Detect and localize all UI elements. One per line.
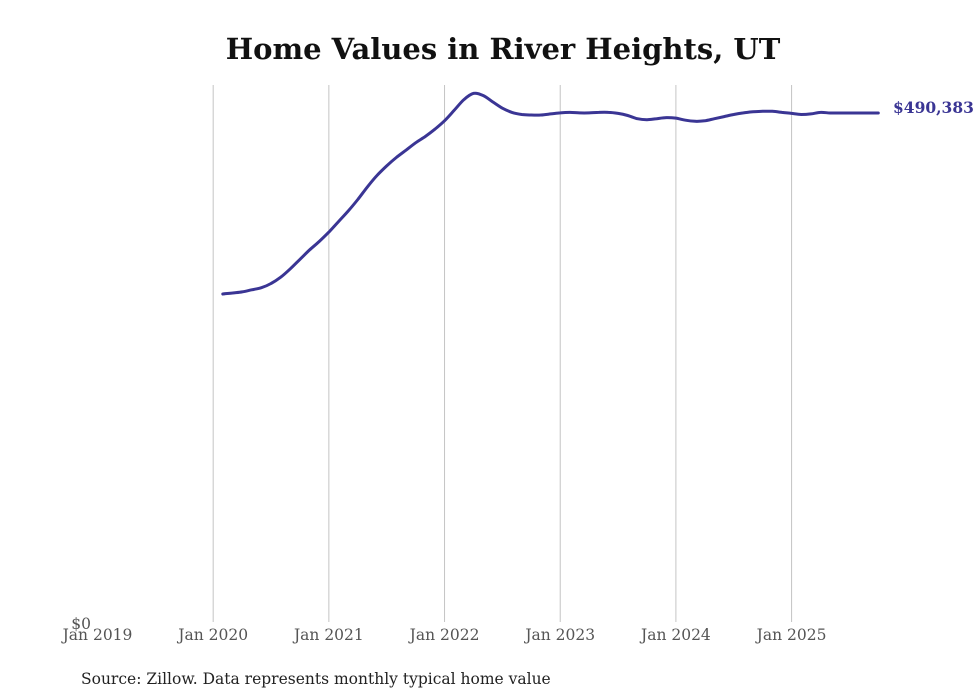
x-tick-label: Jan 2019: [61, 626, 133, 644]
x-tick-label: Jan 2022: [408, 626, 480, 644]
end-value-label: $490,383: [893, 98, 974, 117]
gridlines: [212, 85, 793, 622]
chart-title: Home Values in River Heights, UT: [226, 32, 781, 66]
x-axis: Jan 2019 Jan 2020 Jan 2021 Jan 2022 Jan 2023…: [61, 626, 827, 644]
x-tick-label: Jan 2021: [292, 626, 364, 644]
x-tick-label: Jan 2024: [639, 626, 711, 644]
x-tick-label: Jan 2025: [755, 626, 827, 644]
y-tick-label: $0: [71, 615, 91, 633]
x-tick-label: Jan 2023: [523, 626, 595, 644]
source-note: Source: Zillow. Data represents monthly …: [81, 670, 551, 688]
x-tick-label: Jan 2020: [176, 626, 248, 644]
series-line: [221, 91, 880, 296]
